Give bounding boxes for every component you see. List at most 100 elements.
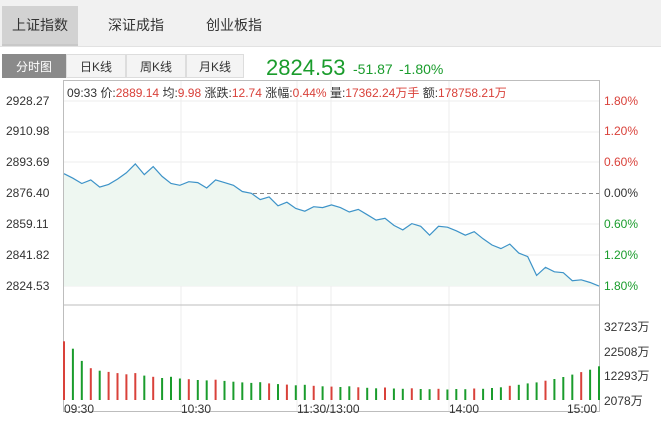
x-tick-label: 14:00: [449, 402, 480, 416]
volume-bar: [384, 387, 386, 400]
volume-bar: [589, 369, 592, 400]
volume-bar: [562, 377, 565, 400]
price-line: [63, 163, 600, 287]
y-tick-label: 2910.98: [6, 124, 50, 138]
volume-bar: [339, 387, 342, 400]
volume-bar: [410, 388, 413, 400]
volume-bar: [428, 389, 431, 400]
volume-bar: [214, 379, 217, 400]
volume-bar: [116, 373, 119, 400]
volume-bar: [464, 389, 467, 400]
tab-intraday[interactable]: 分时图: [2, 54, 66, 78]
volume-bar: [482, 388, 485, 400]
volume-bar: [196, 380, 199, 400]
info-amt-value: 178758.21万: [438, 86, 507, 100]
y-tick-label: 2893.69: [6, 155, 50, 169]
x-tick-label: 11:30/13:00: [297, 402, 360, 416]
volume-bar: [250, 382, 253, 400]
volume-bar: [473, 388, 476, 400]
x-tick-label: 15:00: [567, 402, 598, 416]
volume-bar: [580, 372, 583, 400]
tab-daily-kline[interactable]: 日K线: [66, 54, 126, 78]
volume-bar: [491, 388, 493, 400]
info-vol-label: 量:: [329, 86, 346, 100]
volume-bar: [401, 388, 404, 400]
volume-tick-label: 12293万: [604, 369, 650, 383]
tab-shanghai-index[interactable]: 上证指数: [2, 6, 78, 46]
volume-tick-label: 2078万: [604, 394, 643, 408]
volume-bar: [437, 388, 440, 400]
pct-tick-label: 1.80%: [604, 94, 639, 108]
index-tab-bar: 上证指数 深证成指 创业板指: [0, 0, 661, 47]
pct-tick-label: 0.60%: [604, 155, 639, 169]
volume-bar: [553, 379, 556, 400]
crosshair-info-bar: 09:33 价:2889.14 均:9.98 涨跌:12.74 涨幅:0.44%…: [67, 84, 507, 101]
volume-bar: [508, 385, 511, 400]
volume-bar: [259, 382, 262, 400]
volume-bar: [419, 389, 422, 400]
tab-monthly-kline[interactable]: 月K线: [186, 54, 244, 78]
volume-bar: [63, 341, 65, 400]
price-area: [64, 163, 599, 287]
volume-bar: [598, 366, 600, 400]
volume-bar: [526, 383, 529, 400]
info-avg-label: 均:: [162, 86, 178, 100]
volume-bar: [321, 386, 324, 400]
volume-bar: [277, 384, 279, 400]
volume-bar: [161, 378, 164, 400]
info-avg-value: 9.98: [177, 86, 202, 100]
volume-bar: [178, 378, 181, 400]
volume-bar: [268, 383, 271, 400]
y-tick-label: 2859.11: [6, 217, 49, 231]
volume-bar: [366, 387, 369, 400]
volume-bar: [544, 380, 547, 400]
volume-bar: [303, 384, 306, 400]
info-price-label: 价:: [100, 86, 116, 100]
tab-chinext-index[interactable]: 创业板指: [206, 17, 262, 33]
info-amt-label: 额:: [422, 86, 439, 100]
price-change-percent: -1.80%: [399, 61, 444, 77]
info-pct-label: 涨幅:: [265, 86, 293, 100]
info-time: 09:33: [67, 86, 98, 100]
pct-tick-label: 1.20%: [604, 248, 639, 262]
volume-bar: [71, 348, 74, 400]
volume-bar: [392, 388, 395, 400]
current-price: 2824.53: [266, 55, 346, 80]
volume-bar: [294, 385, 297, 400]
pct-tick-label: 1.20%: [604, 124, 639, 138]
y-tick-label: 2928.27: [6, 94, 50, 108]
chart-frame[interactable]: [63, 80, 600, 412]
volume-bar: [455, 389, 458, 400]
volume-bar: [134, 373, 137, 400]
pct-tick-label: 0.00%: [604, 186, 639, 200]
info-vol-value: 17362.24万手: [345, 86, 420, 100]
volume-bar: [330, 386, 333, 400]
x-tick-label: 09:30: [64, 402, 95, 416]
volume-bar: [348, 386, 351, 400]
volume-bar: [499, 387, 502, 400]
volume-bar: [446, 389, 449, 400]
volume-bar: [241, 382, 244, 400]
volume-bar: [170, 376, 172, 400]
volume-bar: [89, 368, 92, 400]
volume-bar: [535, 382, 538, 400]
tab-weekly-kline[interactable]: 周K线: [126, 54, 186, 78]
volume-bar: [357, 387, 360, 400]
volume-bar: [232, 381, 235, 400]
volume-bar: [517, 384, 520, 400]
volume-tick-label: 22508万: [604, 345, 650, 359]
tab-shenzhen-index[interactable]: 深证成指: [108, 17, 164, 33]
price-change: -51.87: [353, 61, 393, 77]
volume-bar: [285, 384, 288, 400]
volume-bar: [375, 388, 378, 400]
volume-bar: [187, 379, 190, 400]
y-tick-label: 2876.40: [6, 186, 50, 200]
volume-bar: [107, 371, 110, 400]
y-tick-label: 2841.82: [6, 248, 50, 262]
volume-bar: [205, 380, 208, 400]
y-tick-label: 2824.53: [6, 279, 50, 293]
pct-tick-label: 1.80%: [604, 279, 639, 293]
x-tick-label: 10:30: [181, 402, 212, 416]
volume-tick-label: 32723万: [604, 320, 650, 334]
